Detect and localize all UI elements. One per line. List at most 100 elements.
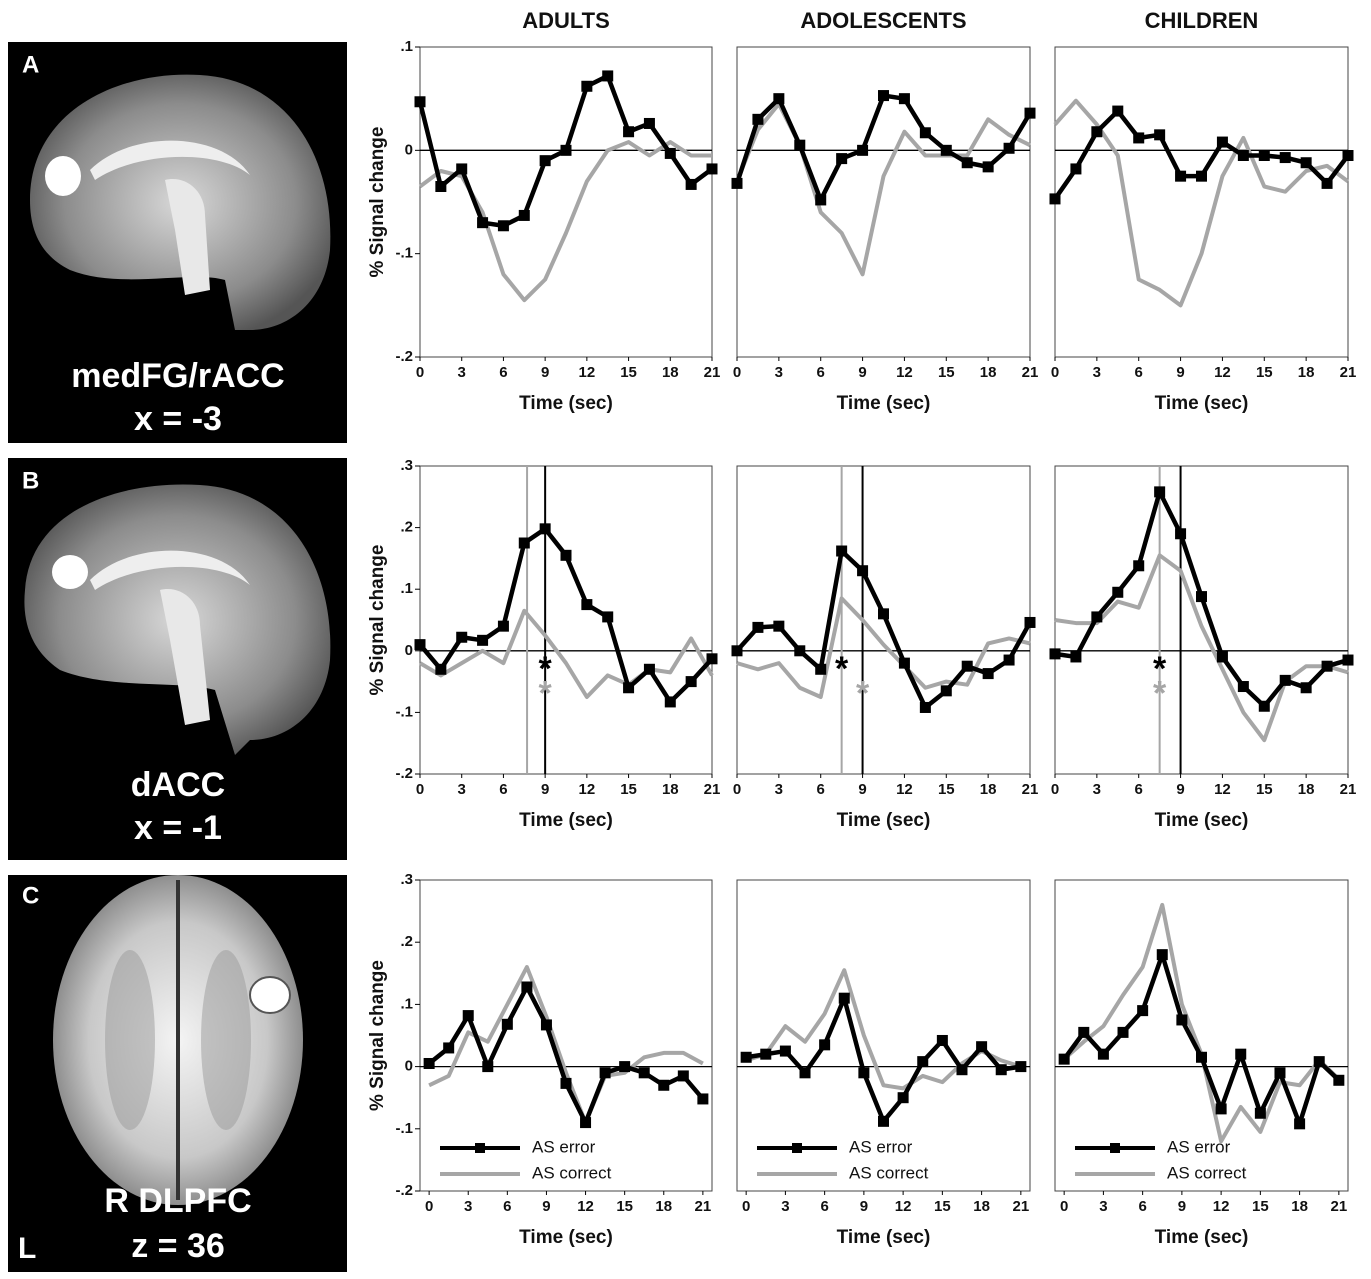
x-tick-label: 18 — [980, 781, 997, 798]
data-point — [1235, 1049, 1246, 1060]
data-point — [1259, 150, 1270, 161]
data-point — [1112, 106, 1123, 117]
x-tick-label: 0 — [1051, 364, 1059, 381]
data-point — [1025, 617, 1036, 628]
x-tick-label: 9 — [1176, 781, 1184, 798]
data-point — [1196, 591, 1207, 602]
series-line — [1064, 905, 1339, 1141]
y-tick-label: .1 — [400, 995, 413, 1012]
data-point — [996, 1064, 1007, 1075]
data-point — [600, 1067, 611, 1078]
x-tick-label: 0 — [733, 781, 741, 798]
data-point — [435, 664, 446, 675]
data-point — [1322, 661, 1333, 672]
data-point — [917, 1056, 928, 1067]
y-tick-label: -.2 — [395, 1182, 413, 1199]
data-point — [477, 217, 488, 228]
x-tick-label: 12 — [579, 364, 596, 381]
data-point — [941, 685, 952, 696]
x-tick-label: 12 — [896, 364, 913, 381]
x-tick-label: 0 — [416, 364, 424, 381]
data-point — [732, 178, 743, 189]
x-tick-label: 6 — [1135, 364, 1143, 381]
data-point — [1118, 1027, 1129, 1038]
data-point — [899, 658, 910, 669]
x-tick-label: 3 — [458, 364, 466, 381]
data-point — [1070, 651, 1081, 662]
data-point — [1112, 587, 1123, 598]
x-axis-label: Time (sec) — [519, 1227, 613, 1248]
chart: -.2-.10.1.2.3036912151821Time (sec)% Sig… — [367, 457, 720, 831]
x-axis-label: Time (sec) — [837, 393, 931, 414]
x-tick-label: 15 — [620, 781, 637, 798]
data-point — [644, 118, 655, 129]
x-tick-label: 18 — [1291, 1198, 1308, 1215]
region-label: dACC — [131, 766, 225, 804]
data-point — [561, 145, 572, 156]
x-axis-label: Time (sec) — [519, 393, 613, 414]
x-tick-label: 21 — [1340, 364, 1357, 381]
data-point — [1070, 163, 1081, 174]
x-tick-label: 0 — [416, 781, 424, 798]
data-point — [858, 1067, 869, 1078]
column-title: ADULTS — [522, 8, 610, 33]
plot-frame — [737, 466, 1030, 774]
data-point — [1314, 1056, 1325, 1067]
legend-label: AS correct — [1167, 1163, 1247, 1182]
data-point — [752, 622, 763, 633]
data-point — [1175, 528, 1186, 539]
x-tick-label: 12 — [579, 781, 596, 798]
x-tick-label: 15 — [616, 1198, 633, 1215]
x-tick-label: 21 — [704, 781, 721, 798]
data-point — [1294, 1118, 1305, 1129]
y-tick-label: .3 — [400, 457, 413, 474]
data-point — [1133, 132, 1144, 143]
y-axis-label: % Signal change — [367, 545, 388, 696]
y-tick-label: .2 — [400, 933, 413, 950]
legend-label: AS error — [1167, 1137, 1231, 1156]
series-line — [746, 998, 1021, 1121]
data-point — [602, 70, 613, 81]
x-tick-label: 6 — [503, 1198, 511, 1215]
x-tick-label: 15 — [1256, 364, 1273, 381]
y-tick-label: 0 — [405, 1058, 413, 1075]
x-tick-label: 3 — [1093, 364, 1101, 381]
x-tick-label: 3 — [781, 1198, 789, 1215]
data-point — [1259, 701, 1270, 712]
data-point — [1196, 171, 1207, 182]
x-tick-label: 18 — [980, 364, 997, 381]
x-tick-label: 21 — [695, 1198, 712, 1215]
data-point — [1217, 137, 1228, 148]
data-point — [581, 599, 592, 610]
x-tick-label: 3 — [464, 1198, 472, 1215]
x-tick-label: 9 — [858, 364, 866, 381]
x-tick-label: 15 — [1252, 1198, 1269, 1215]
data-point — [561, 550, 572, 561]
coord-label: z = 36 — [131, 1227, 225, 1265]
x-tick-label: 3 — [775, 781, 783, 798]
column-title: CHILDREN — [1145, 8, 1259, 33]
data-point — [760, 1049, 771, 1060]
data-point — [519, 210, 530, 221]
data-point — [1078, 1027, 1089, 1038]
data-point — [1255, 1108, 1266, 1119]
data-point — [794, 645, 805, 656]
y-tick-label: -.1 — [395, 703, 413, 720]
region-label: medFG/rACC — [71, 357, 284, 395]
significance-mark: * — [835, 650, 849, 688]
x-tick-label: 15 — [938, 781, 955, 798]
x-tick-label: 21 — [1022, 781, 1039, 798]
data-point — [707, 653, 718, 664]
x-tick-label: 15 — [938, 364, 955, 381]
data-point — [878, 608, 889, 619]
data-point — [983, 161, 994, 172]
data-point — [639, 1067, 650, 1078]
data-point — [477, 635, 488, 646]
data-point — [561, 1078, 572, 1089]
x-tick-label: 6 — [1138, 1198, 1146, 1215]
x-axis-label: Time (sec) — [837, 1227, 931, 1248]
data-point — [1176, 1014, 1187, 1025]
data-point — [1196, 1052, 1207, 1063]
